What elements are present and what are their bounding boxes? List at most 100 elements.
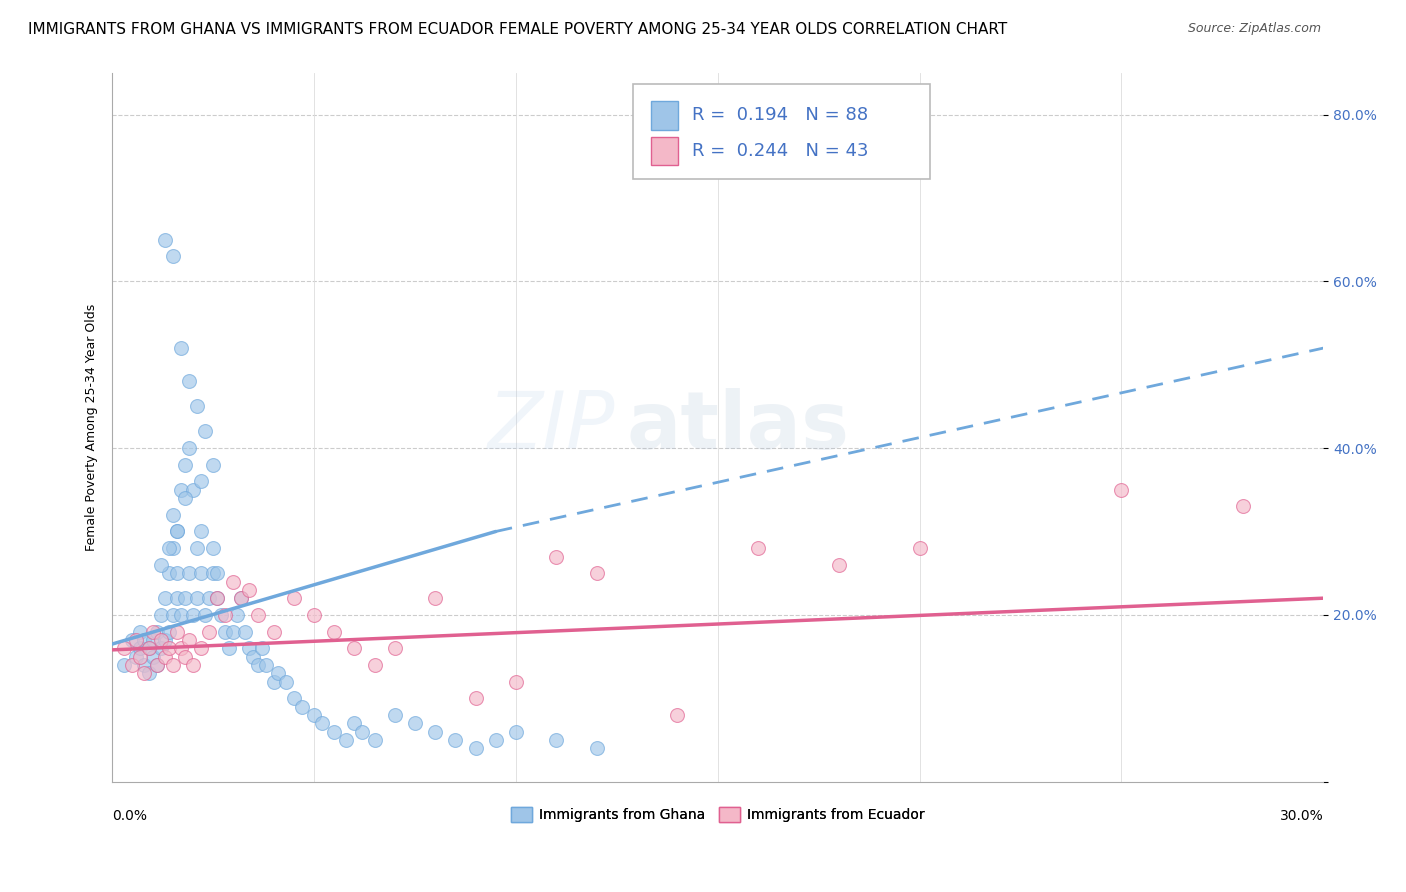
Point [173,458,195,472]
Point [404,716,426,731]
Point [218,641,240,656]
Point [129,649,152,664]
Point [134,666,156,681]
Point [246,657,269,672]
Point [134,657,156,672]
Point [323,624,346,639]
Point [125,632,148,647]
Point [177,566,200,581]
Point [235,624,257,639]
Point [134,632,156,647]
Point [145,657,167,672]
Point [263,624,285,639]
Point [166,524,188,539]
Point [145,624,167,639]
Point [464,741,486,756]
Text: ZIP: ZIP [488,388,614,467]
Point [181,483,204,497]
Point [162,508,184,522]
Point [173,491,195,505]
Bar [651,136,678,165]
Point [194,425,217,439]
Point [138,641,160,656]
Point [254,657,277,672]
Point [425,724,447,739]
Point [142,649,165,664]
Point [205,566,228,581]
Point [343,641,366,656]
Point [246,607,269,622]
Point [214,624,236,639]
Y-axis label: Female Poverty Among 25-34 Year Olds: Female Poverty Among 25-34 Year Olds [86,303,98,551]
Point [202,458,225,472]
Point [177,375,200,389]
Point [173,649,195,664]
Point [352,724,374,739]
Point [138,666,160,681]
Text: Source: ZipAtlas.com: Source: ZipAtlas.com [1188,22,1322,36]
Point [250,641,273,656]
Point [162,657,184,672]
Point [231,591,253,606]
Point [149,607,172,622]
Point [222,624,245,639]
Point [170,607,193,622]
Point [231,591,253,606]
Point [311,716,333,731]
Point [202,541,225,556]
Text: atlas: atlas [627,388,851,467]
Text: 0.0%: 0.0% [112,809,148,823]
Point [205,591,228,606]
Point [153,591,176,606]
Bar [651,102,678,129]
Point [585,566,607,581]
Point [202,566,225,581]
Point [238,641,260,656]
Point [157,624,180,639]
Point [129,624,152,639]
Point [205,591,228,606]
Point [186,591,208,606]
Point [222,574,245,589]
Point [546,732,568,747]
Point [142,624,165,639]
Point [363,732,385,747]
Point [464,691,486,706]
Point [153,233,176,247]
Point [149,558,172,572]
Point [125,649,148,664]
Point [142,632,165,647]
Point [166,591,188,606]
Point [267,666,290,681]
Point [283,591,305,606]
Point [666,707,689,722]
Text: 30.0%: 30.0% [1279,809,1323,823]
Point [343,716,366,731]
Point [181,657,204,672]
Point [214,607,236,622]
Point [138,641,160,656]
Point [1232,500,1254,514]
Text: R =  0.194   N = 88: R = 0.194 N = 88 [692,106,869,125]
Point [226,607,249,622]
Point [186,541,208,556]
Point [162,541,184,556]
Point [149,641,172,656]
Point [283,691,305,706]
Point [335,732,357,747]
Point [162,249,184,263]
Point [173,591,195,606]
Point [157,541,180,556]
Text: IMMIGRANTS FROM GHANA VS IMMIGRANTS FROM ECUADOR FEMALE POVERTY AMONG 25-34 YEAR: IMMIGRANTS FROM GHANA VS IMMIGRANTS FROM… [28,22,1007,37]
Point [363,657,385,672]
Point [190,524,212,539]
Point [274,674,297,689]
Point [166,566,188,581]
Point [181,607,204,622]
Point [121,632,143,647]
Point [209,607,232,622]
Point [121,657,143,672]
Point [546,549,568,564]
Point [238,582,260,597]
Point [162,607,184,622]
